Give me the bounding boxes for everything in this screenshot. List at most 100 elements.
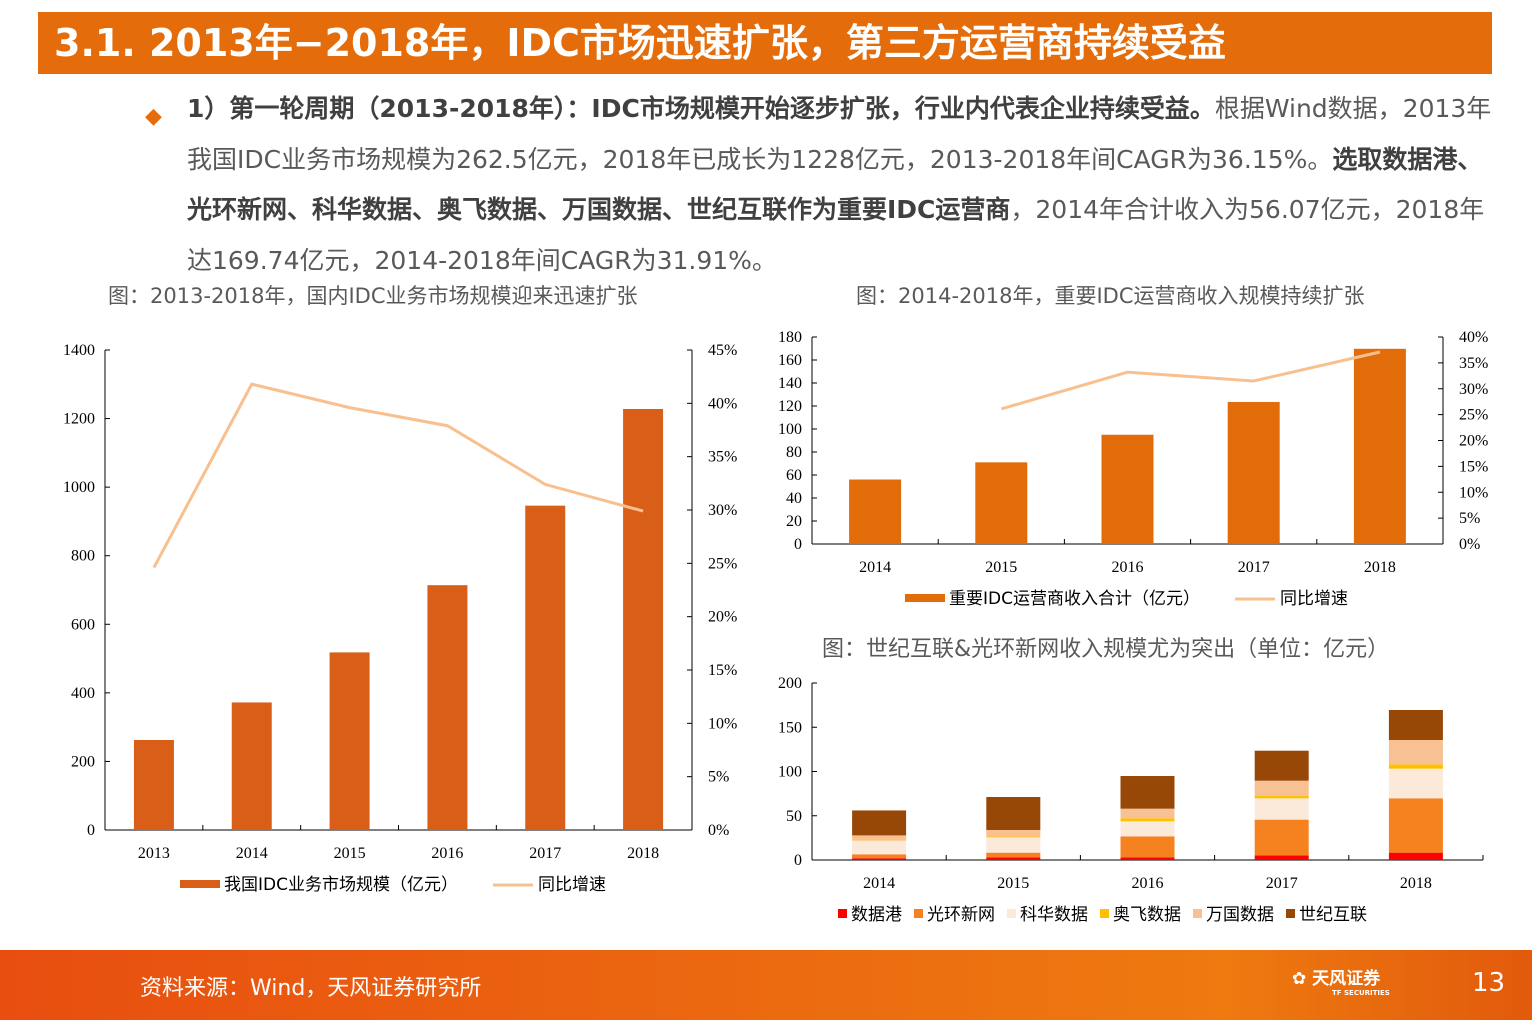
bar-万国数据: [1388, 739, 1443, 765]
x-tick-label: 2017: [529, 845, 561, 862]
bullet-paragraph: ◆ 1）第一轮周期（2013-2018年）：IDC市场规模开始逐步扩张，行业内代…: [145, 84, 1505, 286]
legend-label: 同比增速: [1280, 589, 1348, 609]
y2-tick-label: 35%: [1459, 355, 1488, 372]
growth-line: [152, 382, 644, 569]
text-seg: 选取数据港、光环新网、科华数据、奥飞数据、万国数据、世纪互联作为重要IDC运营商: [187, 144, 1483, 225]
x-tick-label: 2013: [138, 845, 170, 862]
x-tick-label: 2018: [1364, 559, 1396, 576]
x-tick-label: 2015: [997, 875, 1029, 892]
bar-重要IDC运营商收入合计（亿元）: [1227, 401, 1280, 544]
y-tick-label: 100: [778, 764, 802, 781]
x-tick-label: 2018: [1400, 875, 1432, 892]
x-tick-label: 2017: [1238, 559, 1270, 576]
bar-数据港: [1254, 855, 1309, 860]
y2-tick-label: 40%: [1459, 329, 1488, 346]
bar-世纪互联: [1254, 750, 1309, 781]
bar-重要IDC运营商收入合计（亿元）: [1101, 434, 1154, 544]
y-tick-label: 100: [778, 421, 802, 438]
text-seg: ，2014年合计收入为56.07亿元，2018年达169.74亿元，2014-2…: [187, 195, 1485, 275]
tf-securities-logo: ✿ 天风证券 TF SECURITIES: [1292, 969, 1390, 997]
y2-tick-label: 30%: [708, 502, 737, 519]
bar-我国IDC业务市场规模（亿元）: [525, 505, 566, 830]
bar-数据港: [986, 857, 1041, 860]
legend-swatch: [914, 909, 923, 918]
y-tick-label: 150: [778, 719, 802, 736]
x-tick-label: 2016: [1112, 559, 1144, 576]
legend-label: 我国IDC业务市场规模（亿元）: [224, 875, 458, 895]
bar-世纪互联: [986, 796, 1041, 830]
x-tick-label: 2016: [1132, 875, 1164, 892]
source-note: 资料来源：Wind，天风证券研究所: [140, 976, 482, 1001]
y-tick-label: 0: [794, 852, 802, 869]
bar-我国IDC业务市场规模（亿元）: [133, 740, 174, 830]
legend-label: 数据港: [851, 905, 902, 925]
y-tick-label: 50: [786, 808, 802, 825]
y2-tick-label: 0%: [708, 822, 729, 839]
text-seg: 根据Wind数据，2013年我国IDC业务市场规模为262.5亿元，2018年已…: [187, 94, 1492, 174]
y-tick-label: 0: [87, 822, 95, 839]
bar-我国IDC业务市场规模（亿元）: [329, 652, 370, 830]
y-tick-label: 40: [786, 490, 802, 507]
text-seg: 1）第一轮周期（2013-2018年）：IDC市场规模开始逐步扩张，行业内代表企…: [187, 94, 1215, 123]
legend-label: 万国数据: [1206, 905, 1274, 925]
x-tick-label: 2017: [1266, 875, 1298, 892]
y-tick-label: 0: [794, 536, 802, 553]
bar-我国IDC业务市场规模（亿元）: [623, 408, 664, 830]
x-tick-label: 2015: [985, 559, 1017, 576]
legend-swatch: [180, 880, 220, 888]
legend-label: 同比增速: [538, 875, 606, 895]
legend-label: 科华数据: [1020, 905, 1088, 925]
y-tick-label: 140: [778, 375, 802, 392]
bar-光环新网: [852, 854, 907, 859]
legend-label: 光环新网: [927, 905, 995, 925]
x-tick-label: 2014: [859, 559, 891, 576]
x-tick-label: 2014: [863, 875, 895, 892]
bar-数据港: [1120, 857, 1175, 860]
bar-数据港: [852, 858, 907, 860]
bar-科华数据: [1120, 821, 1175, 837]
bar-世纪互联: [1388, 709, 1443, 740]
chart1-caption: 图：2013-2018年，国内IDC业务市场规模迎来迅速扩张: [108, 284, 638, 308]
bar-奥飞数据: [1254, 795, 1309, 799]
y-tick-label: 180: [778, 329, 802, 346]
bar-万国数据: [986, 829, 1041, 837]
bar-光环新网: [986, 852, 1041, 858]
bar-科华数据: [1254, 798, 1309, 820]
bar-奥飞数据: [1388, 764, 1443, 769]
x-tick-label: 2015: [334, 845, 366, 862]
y-tick-label: 120: [778, 398, 802, 415]
slide-title: 3.1. 2013年−2018年，IDC市场迅速扩张，第三方运营商持续受益: [38, 12, 1492, 74]
y-tick-label: 200: [778, 675, 802, 692]
bar-万国数据: [1120, 808, 1175, 819]
y2-tick-label: 0%: [1459, 536, 1480, 553]
bar-数据港: [1388, 852, 1443, 860]
legend-swatch: [1100, 909, 1109, 918]
legend-label: 奥飞数据: [1113, 905, 1181, 925]
y-tick-label: 1000: [63, 479, 95, 496]
page-number: 13: [1472, 968, 1506, 998]
bar-重要IDC运营商收入合计（亿元）: [1353, 348, 1406, 544]
bar-科华数据: [986, 837, 1041, 853]
y2-tick-label: 40%: [708, 395, 737, 412]
bar-世纪互联: [1120, 776, 1175, 809]
legend-label: 重要IDC运营商收入合计（亿元）: [949, 589, 1200, 609]
y-tick-label: 60: [786, 467, 802, 484]
y-tick-label: 800: [71, 548, 95, 565]
y2-tick-label: 15%: [1459, 458, 1488, 475]
y2-tick-label: 10%: [1459, 484, 1488, 501]
bar-我国IDC业务市场规模（亿元）: [427, 585, 468, 830]
bar-光环新网: [1120, 836, 1175, 858]
legend-swatch: [1007, 909, 1016, 918]
y2-tick-label: 45%: [708, 342, 737, 359]
x-tick-label: 2018: [627, 845, 659, 862]
bar-科华数据: [852, 840, 907, 855]
bar-世纪互联: [852, 810, 907, 836]
y2-tick-label: 25%: [708, 555, 737, 572]
bar-光环新网: [1388, 798, 1443, 853]
bar-奥飞数据: [1120, 818, 1175, 822]
y2-tick-label: 25%: [1459, 407, 1488, 424]
footer: 资料来源：Wind，天风证券研究所 ✿ 天风证券 TF SECURITIES 13: [0, 950, 1532, 1020]
bar-万国数据: [1254, 780, 1309, 796]
y2-tick-label: 15%: [708, 662, 737, 679]
